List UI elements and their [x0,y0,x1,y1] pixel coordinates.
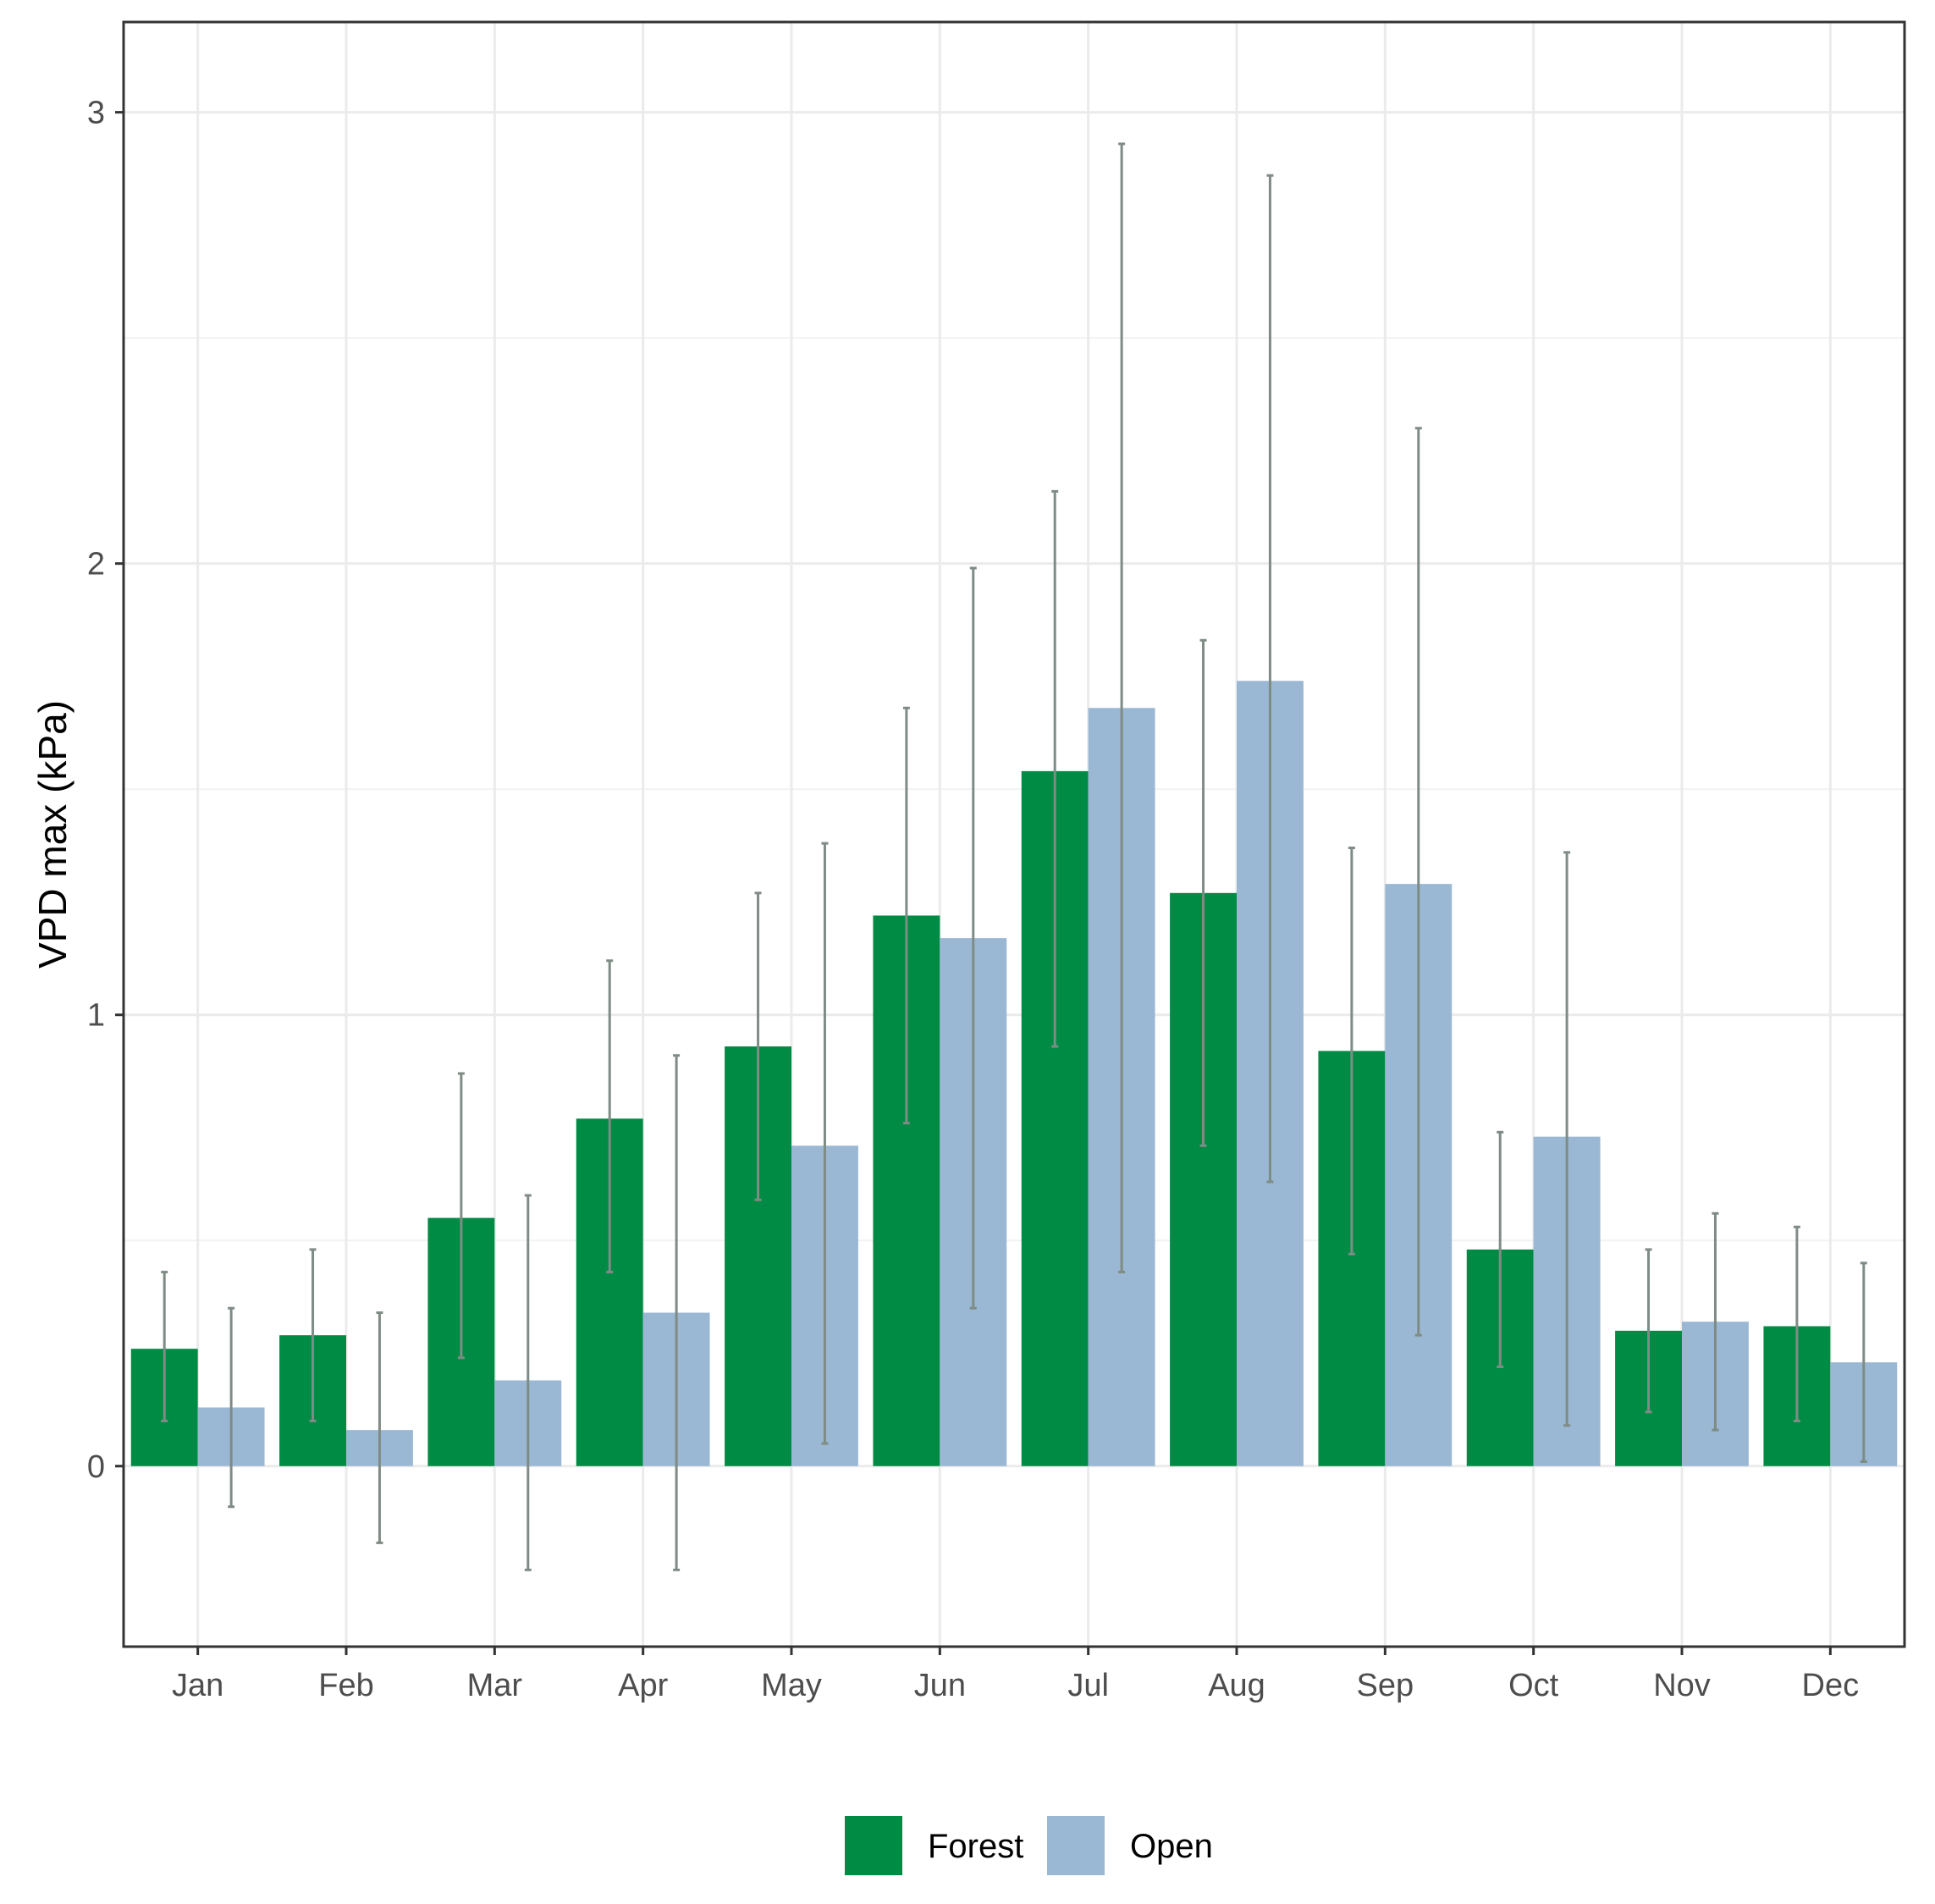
legend-swatch [1047,1816,1105,1875]
x-tick-label: Dec [1802,1668,1860,1703]
error-bar-open-apr [673,1054,681,1571]
y-tick-label: 0 [87,1449,105,1485]
error-bar-forest-aug [1199,638,1207,1147]
error-bar-forest-oct [1497,1130,1504,1369]
error-bar-open-oct [1563,851,1571,1427]
x-tick-label: May [761,1668,822,1703]
error-bar-open-feb [376,1311,383,1544]
x-tick-label: Apr [618,1668,668,1703]
error-bar-forest-jul [1051,489,1059,1048]
error-bar-open-may [821,842,829,1445]
legend-item-forest: Forest [845,1816,1023,1875]
x-tick-label: Sep [1357,1668,1414,1703]
error-bar-forest-may [754,891,762,1201]
panel-border [122,20,1906,1648]
error-bar-forest-apr [606,959,614,1274]
y-tick-label: 3 [87,96,105,131]
x-tick-label: Jan [172,1668,223,1703]
error-bar-open-mar [524,1194,532,1571]
x-tick-label: Feb [318,1668,373,1703]
y-tick-label: 1 [87,998,105,1034]
x-tick-label: Nov [1653,1668,1711,1703]
error-bar-open-nov [1712,1211,1719,1432]
error-bar-open-aug [1266,174,1274,1184]
x-tick-label: Jun [914,1668,966,1703]
x-tick-label: Mar [467,1668,523,1703]
legend-label: Open [1130,1828,1213,1865]
legend-swatch [845,1816,902,1875]
legend-label: Forest [928,1828,1023,1865]
x-tick-label: Jul [1067,1668,1109,1703]
y-tick-label: 2 [87,547,105,582]
error-bar-forest-jan [161,1271,168,1422]
error-bar-open-dec [1860,1261,1867,1463]
error-bar-open-jul [1118,142,1126,1274]
y-axis-title: VPD max (kPa) [30,700,74,969]
x-tick-label: Oct [1508,1668,1559,1703]
error-bar-open-sep [1414,427,1422,1337]
error-bar-open-jan [228,1306,235,1509]
error-bar-forest-mar [457,1072,465,1360]
error-bar-open-jun [969,566,977,1310]
x-tick-label: Aug [1208,1668,1265,1703]
legend: Forest Open [845,1816,1213,1875]
x-axis: Jan Feb Mar Apr May Jun Jul Aug Sep Oct Nov Dec [172,1647,1859,1703]
error-bar-forest-jun [902,706,910,1125]
error-bar-forest-feb [309,1248,317,1422]
error-bars [161,142,1867,1571]
y-axis: 0 1 2 3 [87,96,124,1485]
error-bar-forest-sep [1348,846,1355,1256]
error-bar-forest-dec [1793,1225,1800,1422]
legend-item-open: Open [1047,1816,1213,1875]
error-bar-forest-nov [1645,1248,1652,1414]
